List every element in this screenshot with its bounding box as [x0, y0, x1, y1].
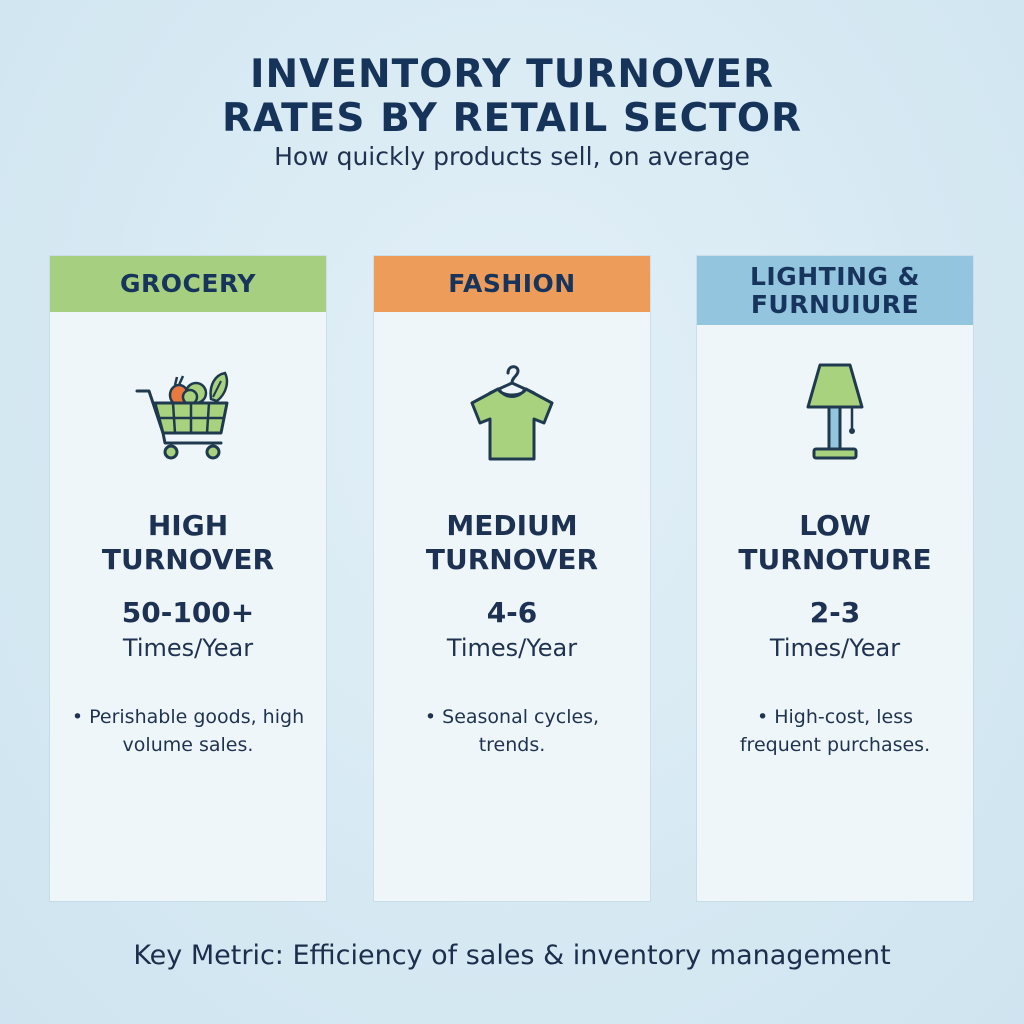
- turnover-unit: Times/Year: [446, 634, 578, 662]
- turnover-rate: 4-6: [486, 596, 538, 629]
- card-header-label: LIGHTING & FURNUIURE: [750, 261, 920, 319]
- turnover-level-line-1: LOW: [799, 509, 871, 542]
- turnover-level-line-2: TURNOTURE: [738, 543, 932, 576]
- turnover-rate: 2-3: [809, 596, 861, 629]
- sector-note: • Seasonal cycles, trends.: [424, 706, 600, 756]
- turnover-level-line-1: HIGH: [147, 509, 229, 542]
- title-line-2: RATES BY RETAIL SECTOR: [221, 96, 803, 141]
- lamp-icon: [697, 356, 973, 466]
- card-header-label: FASHION: [448, 269, 576, 298]
- turnover-rate: 50-100+: [121, 596, 255, 629]
- card-header-lighting-furniture: LIGHTING & FURNUIURE: [697, 256, 973, 325]
- turnover-unit: Times/Year: [769, 634, 901, 662]
- turnover-level-line-2: TURNOVER: [425, 543, 599, 576]
- subtitle: How quickly products sell, on average: [274, 142, 750, 171]
- title-line-1: INVENTORY TURNOVER: [250, 52, 774, 97]
- card-header-label: GROCERY: [120, 269, 256, 298]
- footer-key-metric: Key Metric: Efficiency of sales & invent…: [133, 940, 891, 971]
- sector-note: • Perishable goods, high volume sales.: [71, 706, 305, 756]
- turnover-unit: Times/Year: [122, 634, 254, 662]
- sector-note: • High-cost, less frequent purchases.: [739, 706, 931, 756]
- card-header-fashion: FASHION: [374, 256, 650, 312]
- shopping-cart-icon: [50, 356, 326, 466]
- card-header-line-1: LIGHTING &: [750, 261, 920, 291]
- card-header-line-2: FURNUIURE: [750, 289, 920, 319]
- turnover-level-line-1: MEDIUM: [446, 509, 578, 542]
- shirt-icon: [374, 356, 650, 466]
- sector-card-grocery: GROCERY HIGH TURNOVER 50-100+ Times/Year…: [50, 256, 326, 901]
- card-header-grocery: GROCERY: [50, 256, 326, 312]
- sector-card-lighting-furniture: LIGHTING & FURNUIURE LOW TURNOTURE 2-3 T…: [697, 256, 973, 901]
- turnover-level-line-2: TURNOVER: [101, 543, 275, 576]
- sector-card-fashion: FASHION MEDIUM TURNOVER 4-6 Times/Year •…: [374, 256, 650, 901]
